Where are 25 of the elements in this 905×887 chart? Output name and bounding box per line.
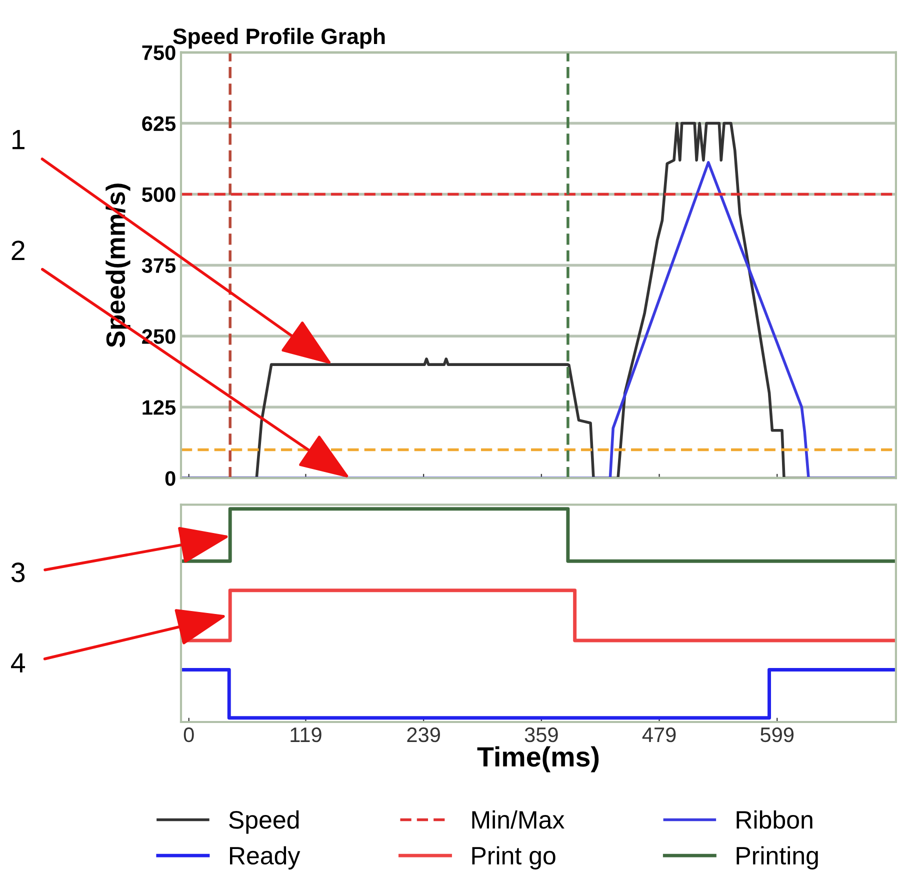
- y-tick-label: 625: [142, 116, 176, 132]
- y-axis-title: Speed(mm/s): [106, 184, 130, 348]
- x-tick-label: 239: [407, 727, 440, 742]
- legend-label: Ready: [230, 846, 300, 870]
- x-tick-label: 479: [642, 727, 676, 742]
- x-tick-label: 119: [290, 727, 322, 742]
- legend-label: Print go: [472, 846, 556, 870]
- y-tick-label: 125: [142, 400, 176, 415]
- annotation: 3: [11, 562, 25, 582]
- y-tick-label: 750: [142, 45, 176, 60]
- chart-title: Speed Profile Graph: [173, 28, 385, 49]
- x-tick-label: 0: [184, 727, 194, 742]
- annotation: 4: [11, 653, 26, 672]
- legend-label: Speed: [229, 810, 299, 834]
- legend-label: Printing: [736, 846, 818, 870]
- annotation: 1: [12, 130, 24, 150]
- annotation: 2: [12, 240, 24, 260]
- legend-label: Min/Max: [472, 810, 564, 829]
- x-tick-label: 359: [524, 727, 558, 742]
- legend-label: Ribbon: [736, 810, 812, 829]
- x-tick-label: 599: [760, 727, 794, 742]
- y-tick-label: 500: [142, 187, 176, 202]
- y-tick-label: 375: [142, 258, 176, 273]
- x-axis-title: Time(ms): [477, 746, 599, 772]
- y-tick-label: 0: [165, 471, 176, 486]
